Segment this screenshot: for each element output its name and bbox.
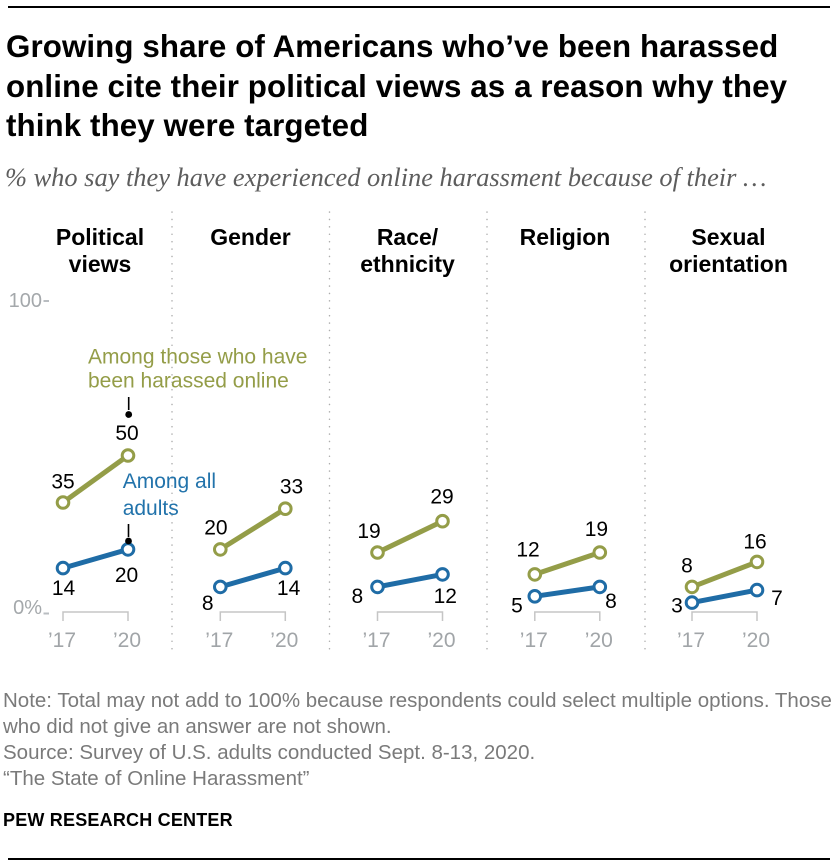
- svg-text:14: 14: [277, 577, 301, 600]
- svg-text:adults: adults: [123, 497, 179, 520]
- svg-text:Among all: Among all: [123, 470, 216, 493]
- svg-text:’17: ’17: [520, 629, 548, 652]
- svg-text:been harassed online: been harassed online: [88, 370, 289, 393]
- svg-text:14: 14: [52, 577, 76, 600]
- svg-text:’17: ’17: [362, 629, 390, 652]
- svg-text:Race/: Race/: [377, 224, 439, 250]
- svg-text:Political: Political: [56, 224, 144, 250]
- svg-text:19: 19: [357, 520, 380, 543]
- svg-text:16: 16: [743, 530, 766, 553]
- svg-text:19: 19: [585, 518, 608, 541]
- svg-text:Sexual: Sexual: [691, 224, 765, 250]
- svg-text:12: 12: [434, 585, 457, 608]
- svg-text:33: 33: [280, 475, 303, 498]
- svg-text:8: 8: [605, 590, 617, 613]
- svg-text:’17: ’17: [205, 629, 233, 652]
- svg-text:20: 20: [115, 564, 138, 587]
- svg-text:’20: ’20: [113, 629, 141, 652]
- svg-text:100: 100: [9, 290, 42, 312]
- svg-text:ethnicity: ethnicity: [360, 251, 455, 277]
- svg-text:35: 35: [51, 471, 74, 494]
- svg-text:7: 7: [771, 587, 783, 610]
- svg-text:Gender: Gender: [210, 224, 291, 250]
- svg-text:20: 20: [204, 517, 227, 540]
- svg-text:’20: ’20: [742, 629, 770, 652]
- svg-text:12: 12: [516, 539, 539, 562]
- svg-text:’17: ’17: [677, 629, 705, 652]
- svg-text:29: 29: [430, 486, 453, 509]
- svg-text:Among those who have: Among those who have: [88, 346, 307, 369]
- svg-text:8: 8: [681, 554, 693, 577]
- svg-text:views: views: [69, 251, 132, 277]
- svg-text:’20: ’20: [427, 629, 455, 652]
- svg-text:0%: 0%: [13, 597, 42, 619]
- svg-text:’17: ’17: [48, 629, 76, 652]
- svg-text:Religion: Religion: [520, 224, 611, 250]
- svg-text:5: 5: [511, 595, 523, 618]
- svg-text:8: 8: [202, 592, 214, 615]
- svg-text:3: 3: [671, 595, 683, 618]
- svg-text:8: 8: [351, 585, 363, 608]
- svg-text:’20: ’20: [585, 629, 613, 652]
- svg-text:orientation: orientation: [669, 251, 788, 277]
- svg-text:50: 50: [115, 422, 138, 445]
- svg-text:’20: ’20: [270, 629, 298, 652]
